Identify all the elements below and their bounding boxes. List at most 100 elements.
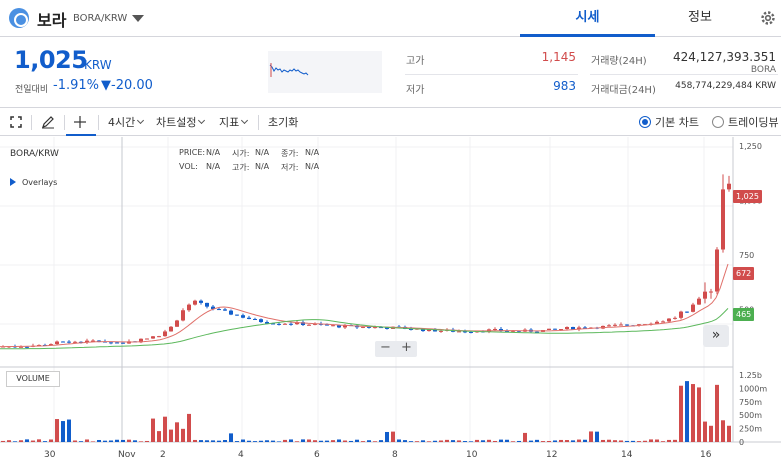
candle-body — [667, 318, 671, 322]
indicators-button[interactable]: 지표 — [219, 114, 249, 130]
volume-bar — [271, 440, 275, 442]
change-label: 전일대비 — [15, 85, 49, 95]
candlestick-chart[interactable]: 1,2501,0007505001.25b1000m750m500m250m03… — [0, 137, 781, 463]
last-price-tag: 1,025 — [733, 190, 762, 203]
candle-body — [169, 326, 173, 332]
candle-body — [703, 291, 707, 299]
overlays-toggle[interactable]: Overlays — [10, 178, 57, 187]
volume-pane-label[interactable]: VOLUME — [6, 371, 60, 387]
volume-bar — [145, 440, 149, 442]
volume-bar — [133, 440, 137, 442]
zoom-out-button[interactable]: − — [380, 340, 391, 355]
candle-body — [367, 326, 371, 328]
x-tick-label: 4 — [238, 450, 244, 460]
volume-bar — [139, 441, 143, 442]
pencil-icon[interactable] — [41, 115, 55, 129]
fullscreen-icon[interactable] — [10, 116, 22, 128]
candle-body — [559, 329, 563, 331]
volume-bar — [385, 431, 389, 442]
candle-body — [337, 325, 341, 328]
volume-bar — [199, 440, 203, 442]
volume-bar — [391, 431, 395, 442]
candle-body — [217, 309, 221, 311]
volume-bar — [523, 432, 527, 442]
candle-body — [343, 325, 347, 328]
scroll-to-latest-button[interactable]: » — [703, 325, 729, 347]
basic-chart-radio[interactable] — [639, 116, 651, 128]
candle-body — [295, 322, 299, 325]
price-tick-label: 750 — [739, 251, 754, 260]
x-tick-label: 2 — [160, 450, 166, 460]
volume-bar — [151, 418, 155, 442]
coin-name[interactable]: 보라 — [37, 11, 67, 30]
candle-body — [277, 323, 281, 325]
tradingview-label[interactable]: 트레이딩뷰 — [728, 116, 779, 129]
candle-body — [55, 341, 59, 345]
volume-bar — [283, 439, 287, 442]
volume-bar — [13, 441, 17, 442]
volume-bar — [655, 439, 659, 442]
x-tick-label: 14 — [621, 450, 633, 460]
candle-body — [409, 328, 413, 330]
volume-bar — [685, 381, 689, 442]
candle-body — [325, 324, 329, 326]
volume-bar — [295, 441, 299, 442]
volume-bar — [379, 440, 383, 442]
volume-bar — [643, 440, 647, 442]
candle-body — [91, 340, 95, 342]
candle-body — [613, 324, 617, 326]
ohlc-close-value: N/A — [305, 148, 320, 157]
candle-body — [439, 330, 443, 332]
candle-body — [361, 326, 365, 328]
volume-bar — [325, 440, 329, 442]
coin-dropdown-icon[interactable] — [132, 15, 144, 22]
candle-body — [187, 304, 191, 311]
zoom-in-button[interactable]: + — [401, 340, 412, 355]
current-price: 1,025 — [14, 46, 88, 74]
candle-body — [73, 341, 77, 343]
tab-quote[interactable]: 시세 — [520, 0, 655, 37]
candle-body — [715, 249, 719, 292]
crosshair-icon[interactable] — [73, 115, 87, 129]
volume-bar — [121, 439, 125, 442]
volume-bar — [529, 440, 533, 442]
candle-body — [607, 325, 611, 327]
ma-long-line — [0, 308, 729, 350]
candle-body — [697, 298, 701, 305]
candle-body — [199, 300, 203, 303]
volume-bar — [289, 439, 293, 442]
candle-body — [565, 326, 569, 330]
reset-button[interactable]: 초기화 — [268, 116, 299, 129]
volume-bar — [433, 440, 437, 442]
summary-divider — [405, 74, 578, 75]
price-chart-area[interactable]: 1,2501,0007505001.25b1000m750m500m250m03… — [0, 137, 781, 463]
coin-pair[interactable]: BORA/KRW — [73, 13, 128, 24]
ohlc-price-value: N/A — [206, 148, 221, 157]
bora-logo-icon — [9, 8, 29, 28]
gear-icon[interactable] — [758, 8, 778, 28]
volume-bar — [709, 425, 713, 442]
tab-info[interactable]: 정보 — [688, 10, 712, 25]
candle-body — [673, 317, 677, 319]
candle-body — [175, 320, 179, 327]
chart-settings-button[interactable]: 차트설정 — [156, 114, 206, 130]
chevron-down-icon — [198, 116, 206, 125]
change-rate: -1.91% — [53, 78, 99, 93]
candle-body — [301, 322, 305, 326]
tradingview-radio[interactable] — [712, 116, 724, 128]
candle-body — [49, 344, 53, 346]
volume-bar — [631, 440, 635, 442]
interval-select[interactable]: 4시간 — [108, 114, 145, 130]
change-amount: ▼-20.00 — [101, 78, 153, 93]
basic-chart-label[interactable]: 기본 차트 — [655, 116, 699, 129]
candle-body — [727, 183, 731, 190]
volume-bar — [103, 440, 107, 442]
volume-bar — [37, 439, 41, 442]
volume-bar — [451, 440, 455, 442]
candle-body — [97, 340, 101, 342]
volume-bar — [79, 441, 83, 442]
volume-bar — [319, 440, 323, 442]
volume-bar — [703, 421, 707, 442]
candle-body — [283, 323, 287, 325]
volume-bar — [277, 441, 281, 442]
